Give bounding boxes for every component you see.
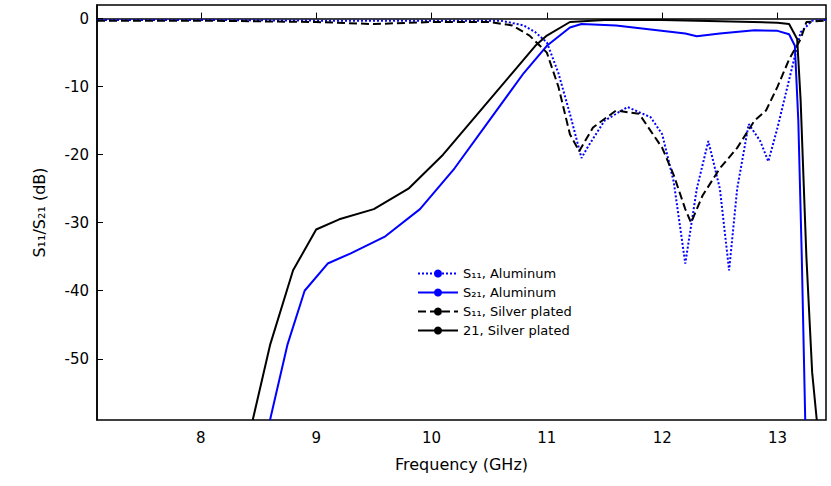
svg-text:-50: -50 bbox=[65, 350, 90, 368]
svg-text:-10: -10 bbox=[65, 78, 90, 96]
svg-text:-20: -20 bbox=[65, 146, 90, 164]
svg-text:8: 8 bbox=[196, 429, 206, 447]
svg-text:12: 12 bbox=[653, 429, 672, 447]
svg-text:-30: -30 bbox=[65, 214, 90, 232]
svg-text:0: 0 bbox=[79, 10, 89, 28]
svg-text:13: 13 bbox=[768, 429, 787, 447]
svg-text:9: 9 bbox=[311, 429, 321, 447]
svg-text:S₂₁, Aluminum: S₂₁, Aluminum bbox=[463, 285, 556, 300]
svg-text:S₁₁, Silver plated: S₁₁, Silver plated bbox=[463, 304, 572, 319]
svg-text:11: 11 bbox=[537, 429, 556, 447]
svg-text:-40: -40 bbox=[65, 282, 90, 300]
svg-text:S₁₁/S₂₁ (dB): S₁₁/S₂₁ (dB) bbox=[30, 167, 49, 257]
svg-text:10: 10 bbox=[422, 429, 441, 447]
svg-text:Frequency (GHz): Frequency (GHz) bbox=[395, 455, 528, 474]
svg-text:21, Silver plated: 21, Silver plated bbox=[463, 323, 570, 338]
svg-text:S₁₁, Aluminum: S₁₁, Aluminum bbox=[463, 266, 556, 281]
